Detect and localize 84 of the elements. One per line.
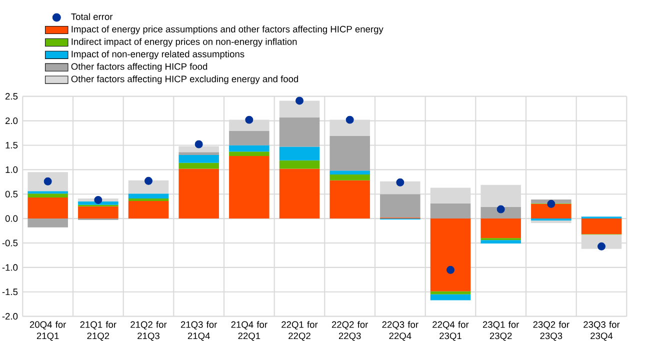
bar <box>330 120 370 136</box>
y-tick-label: 2.5 <box>6 93 18 100</box>
bar <box>178 146 219 152</box>
bar <box>78 201 118 205</box>
y-tick-label: 2.0 <box>6 118 18 124</box>
bar <box>279 168 320 219</box>
bar <box>28 198 68 219</box>
bar <box>229 156 270 219</box>
y-tick-label: -1.0 <box>2 264 18 271</box>
x-tick-label: 22Q4 for 23Q1 <box>432 321 469 341</box>
bar <box>279 146 320 160</box>
x-tick-label: 23Q3 for 23Q4 <box>584 321 620 341</box>
bar <box>330 170 370 175</box>
y-tick-label: 1.0 <box>6 166 18 173</box>
x-tick-label: 21Q2 for 21Q3 <box>130 321 167 341</box>
bar <box>480 184 521 207</box>
x-tick-label: 23Q1 for 23Q2 <box>482 321 520 341</box>
y-tick-label: 0.0 <box>5 215 18 222</box>
bar <box>430 188 471 204</box>
bar <box>28 172 68 192</box>
bar <box>229 145 270 152</box>
bar <box>279 160 320 169</box>
bar <box>430 294 471 300</box>
bar <box>430 203 471 219</box>
x-tick-label: 21Q1 for 21Q2 <box>80 321 116 341</box>
bar <box>279 100 320 118</box>
bar <box>178 168 219 219</box>
bar <box>128 200 169 219</box>
y-tick-label: 0.5 <box>5 190 18 198</box>
point <box>396 178 404 186</box>
point <box>346 116 354 124</box>
x-tick-label: 22Q2 for 22Q3 <box>332 321 368 341</box>
point <box>598 242 606 250</box>
bar <box>330 174 370 180</box>
x-tick-label: 21Q4 for 22Q1 <box>231 321 268 341</box>
bar <box>430 218 471 292</box>
bar <box>128 194 169 199</box>
legend-label: Indirect impact of energy prices on non-energy inflation <box>72 38 297 47</box>
point <box>194 140 203 148</box>
x-tick-label: 22Q3 for 22Q4 <box>382 321 418 341</box>
legend-label: Total error <box>71 13 113 20</box>
x-tick-label: 21Q3 for 21Q4 <box>180 321 218 341</box>
point <box>446 266 454 274</box>
bar <box>128 180 169 194</box>
bar <box>229 152 270 156</box>
bar <box>581 218 622 234</box>
bar <box>229 131 270 146</box>
bar <box>279 117 320 147</box>
bar <box>480 206 521 219</box>
bar <box>28 191 68 194</box>
bar <box>480 240 521 244</box>
x-tick-label: 22Q1 for 22Q2 <box>282 321 318 341</box>
bar <box>480 218 521 238</box>
x-tick-label: 23Q2 for 23Q3 <box>533 321 570 341</box>
bar <box>178 152 219 156</box>
legend-label: Other factors affecting HICP excluding energy and food <box>71 75 298 84</box>
bar <box>380 181 420 194</box>
point <box>144 176 152 185</box>
legend-label: Other factors affecting HICP food <box>71 62 208 72</box>
legend-label: Impact of energy price assumptions and other factors affecting HICP energy <box>72 26 384 34</box>
bar <box>581 234 622 249</box>
bar <box>229 120 270 132</box>
bar <box>78 206 118 219</box>
bar <box>330 136 370 171</box>
legend-label: Impact of non-energy related assumptions <box>72 50 244 60</box>
y-tick-label: 1.5 <box>6 142 18 148</box>
bar <box>430 291 471 294</box>
y-tick-label: -1.5 <box>2 288 18 296</box>
bar <box>178 155 219 163</box>
x-tick-label: 20Q4 for 21Q1 <box>30 321 66 341</box>
point <box>296 96 304 105</box>
bar <box>28 194 68 198</box>
bar <box>178 162 219 169</box>
point <box>44 177 52 186</box>
bar <box>28 218 68 228</box>
point <box>94 196 102 204</box>
bar <box>330 180 370 219</box>
point <box>547 200 556 208</box>
y-tick-label: -0.5 <box>2 240 18 246</box>
y-tick-label: -2.0 <box>2 313 18 320</box>
bar <box>531 204 572 219</box>
point <box>496 205 505 214</box>
bar <box>380 194 420 218</box>
point <box>245 116 254 124</box>
